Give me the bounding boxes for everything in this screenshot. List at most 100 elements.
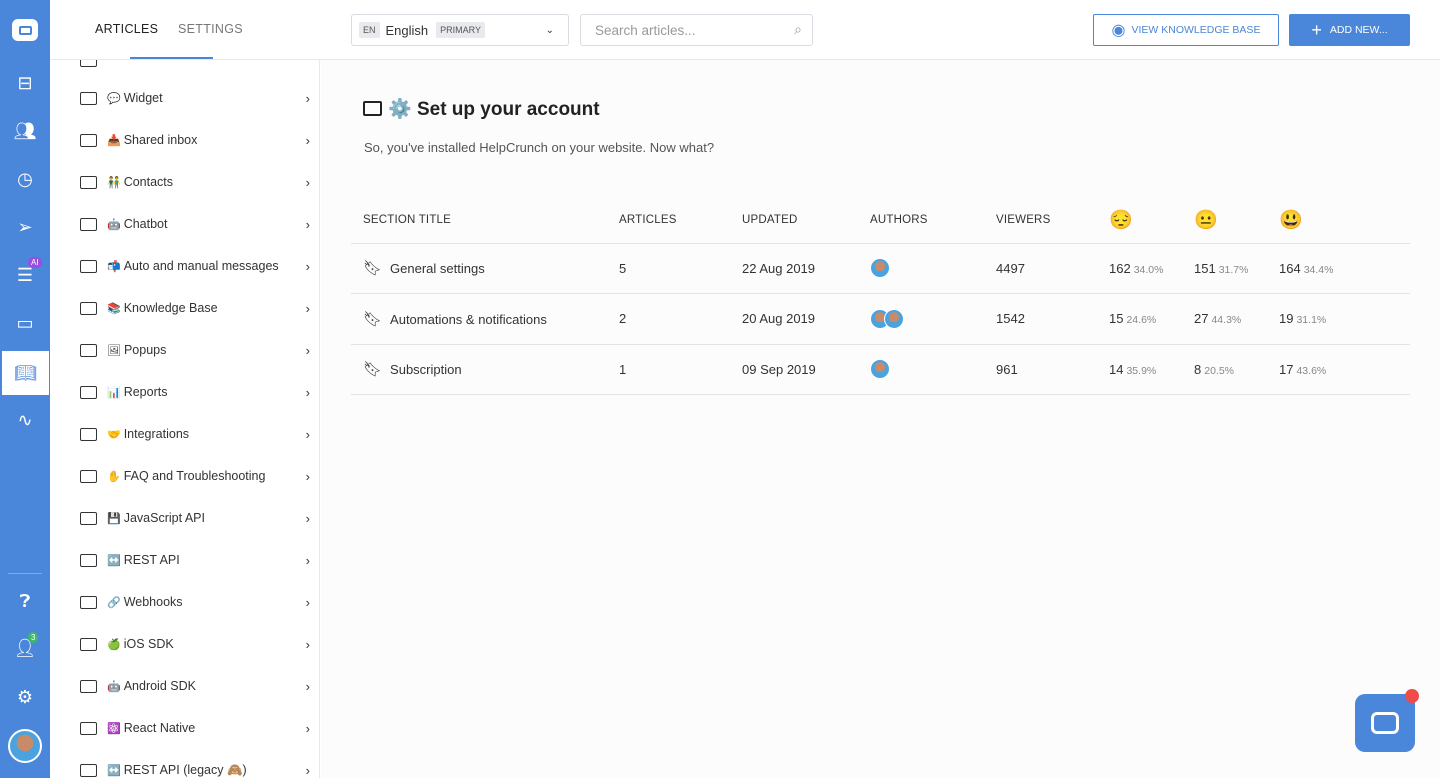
sidebar-category[interactable]: 🤝 Integrations › bbox=[80, 422, 310, 446]
author-avatar[interactable] bbox=[870, 258, 890, 279]
help-icon[interactable]: ❓︎ bbox=[19, 590, 31, 611]
folder-icon bbox=[80, 175, 97, 189]
chevron-right-icon: › bbox=[305, 174, 310, 190]
sidebar-category[interactable]: 🍏 iOS SDK › bbox=[80, 632, 310, 656]
rating-cell: 164 34.4% bbox=[1279, 243, 1410, 294]
sidebar-category[interactable]: 📥 Shared inbox › bbox=[80, 128, 310, 152]
folder-icon bbox=[80, 301, 97, 315]
sidebar-category[interactable]: 💾 JavaScript API › bbox=[80, 506, 310, 530]
rating-count: 27 bbox=[1194, 311, 1209, 327]
category-emoji: 🤖 bbox=[107, 680, 121, 693]
table-row[interactable]: 🔖︎ General settings 5 22 Aug 2019 4497 162 34.… bbox=[351, 243, 1410, 294]
team-icon[interactable]: 👤︎ 3 bbox=[0, 628, 50, 668]
sidebar-category[interactable]: 💬 Widget › bbox=[80, 86, 310, 110]
col-updated[interactable]: UPDATED bbox=[742, 197, 870, 244]
chevron-right-icon: › bbox=[305, 594, 310, 610]
articles-count: 5 bbox=[619, 243, 742, 294]
chevron-right-icon: › bbox=[305, 258, 310, 274]
chevron-right-icon: › bbox=[305, 510, 310, 526]
col-articles[interactable]: ARTICLES bbox=[619, 197, 742, 244]
view-knowledge-base-button[interactable]: ◉ VIEW KNOWLEDGE BASE bbox=[1093, 14, 1279, 46]
sidebar-category[interactable]: 🤖 Android SDK › bbox=[80, 674, 310, 698]
section-title-cell[interactable]: 🔖︎ Automations & notifications bbox=[351, 293, 619, 345]
sidebar-category[interactable]: ⚛️ React Native › bbox=[80, 716, 310, 740]
search-icon: ⌕ bbox=[794, 21, 802, 37]
settings-icon[interactable]: ⚙︎ bbox=[16, 686, 34, 707]
author-avatar[interactable] bbox=[884, 308, 904, 329]
updated-date: 20 Aug 2019 bbox=[742, 293, 870, 345]
updated-date: 09 Sep 2019 bbox=[742, 344, 870, 395]
knowledge-base-icon[interactable]: 📖︎ bbox=[2, 351, 49, 395]
add-new-button[interactable]: + ADD NEW... bbox=[1289, 14, 1410, 46]
language-select[interactable]: EN English PRIMARY ⌄ bbox=[351, 14, 569, 46]
tab-settings[interactable]: SETTINGS bbox=[178, 22, 243, 36]
chevron-right-icon: › bbox=[305, 384, 310, 400]
bookmark-icon: 🔖︎ bbox=[363, 310, 383, 328]
rating-count: 8 bbox=[1194, 361, 1202, 377]
inbox-icon[interactable]: ⊟ bbox=[17, 72, 33, 93]
chevron-right-icon: › bbox=[305, 90, 310, 106]
col-authors[interactable]: AUTHORS bbox=[870, 197, 996, 244]
contacts-icon[interactable]: 👥︎ bbox=[13, 120, 37, 141]
chevron-right-icon: › bbox=[305, 216, 310, 232]
rating-count: 164 bbox=[1279, 260, 1301, 276]
rating-percent: 24.6% bbox=[1126, 314, 1157, 327]
author-avatar[interactable] bbox=[870, 359, 890, 380]
category-label: Contacts bbox=[123, 175, 174, 189]
chat-widget-button[interactable] bbox=[1355, 689, 1419, 752]
folder-icon bbox=[80, 427, 97, 441]
category-label: FAQ and Troubleshooting bbox=[123, 469, 266, 483]
notification-dot bbox=[1405, 689, 1419, 703]
bookmark-icon: 🔖︎ bbox=[363, 260, 383, 278]
rating-cell: 17 43.6% bbox=[1279, 344, 1410, 395]
category-emoji: 🔗 bbox=[107, 596, 121, 609]
folder-icon bbox=[80, 343, 97, 357]
section-title: Automations & notifications bbox=[390, 311, 547, 327]
section-title-cell[interactable]: 🔖︎ General settings bbox=[351, 243, 619, 294]
sidebar-category[interactable]: 📚 Knowledge Base › bbox=[80, 296, 310, 320]
list-item-partial[interactable] bbox=[80, 60, 310, 72]
sidebar-category[interactable]: 🖼 Popups › bbox=[80, 338, 310, 362]
col-neutral[interactable]: 😐 bbox=[1194, 197, 1279, 244]
chatbot-icon[interactable]: ☰ AI bbox=[0, 255, 50, 295]
sidebar-category[interactable]: 📊 Reports › bbox=[80, 380, 310, 404]
top-bar: ARTICLES SETTINGS EN English PRIMARY ⌄ S… bbox=[50, 0, 1440, 60]
sidebar-category[interactable]: 🤖 Chatbot › bbox=[80, 212, 310, 236]
folder-icon bbox=[80, 637, 97, 651]
chevron-right-icon: › bbox=[305, 762, 310, 778]
chevron-down-icon: ⌄ bbox=[545, 24, 554, 36]
col-happy[interactable]: 😃 bbox=[1279, 197, 1410, 244]
sidebar-category[interactable]: 📬 Auto and manual messages › bbox=[80, 254, 310, 278]
rating-count: 14 bbox=[1109, 361, 1124, 377]
tab-articles[interactable]: ARTICLES bbox=[95, 22, 159, 36]
sidebar-category[interactable]: 👬 Contacts › bbox=[80, 170, 310, 194]
folder-icon bbox=[80, 259, 97, 273]
reports-icon[interactable]: ∿ bbox=[17, 409, 33, 430]
category-label: Popups bbox=[123, 343, 167, 357]
sidebar-category[interactable]: 🔗 Webhooks › bbox=[80, 590, 310, 614]
sidebar-category[interactable]: ✋ FAQ and Troubleshooting › bbox=[80, 464, 310, 488]
folder-icon bbox=[80, 133, 97, 147]
category-emoji: 📊 bbox=[107, 386, 121, 399]
col-viewers[interactable]: VIEWERS bbox=[996, 197, 1109, 244]
rating-cell: 162 34.0% bbox=[1109, 243, 1194, 294]
section-title-cell[interactable]: 🔖︎ Subscription bbox=[351, 344, 619, 395]
active-tab-indicator bbox=[130, 57, 213, 59]
avatar[interactable] bbox=[8, 729, 42, 763]
sidebar-category[interactable]: ↔️ REST API (legacy 🙈) › bbox=[80, 758, 310, 778]
table-row[interactable]: 🔖︎ Automations & notifications 2 20 Aug 201… bbox=[351, 293, 1410, 345]
helpcrunch-logo-icon[interactable] bbox=[0, 10, 50, 50]
col-section-title[interactable]: SECTION TITLE bbox=[351, 197, 619, 244]
send-icon[interactable]: ➢ bbox=[17, 216, 33, 237]
rating-cell: 14 35.9% bbox=[1109, 344, 1194, 395]
popup-icon[interactable]: ▭ bbox=[16, 312, 34, 333]
category-emoji: 📬 bbox=[107, 260, 121, 273]
clock-icon[interactable]: ◷ bbox=[17, 168, 33, 189]
category-emoji: 💾 bbox=[107, 512, 121, 525]
viewers-count: 961 bbox=[996, 344, 1109, 395]
col-sad[interactable]: 😔 bbox=[1109, 197, 1194, 244]
table-row[interactable]: 🔖︎ Subscription 1 09 Sep 2019 961 14 35.9% 8 20.… bbox=[351, 344, 1410, 395]
search-input[interactable]: Search articles... ⌕ bbox=[580, 14, 813, 46]
sidebar-category[interactable]: ↔️ REST API › bbox=[80, 548, 310, 572]
category-label: Knowledge Base bbox=[123, 301, 218, 315]
